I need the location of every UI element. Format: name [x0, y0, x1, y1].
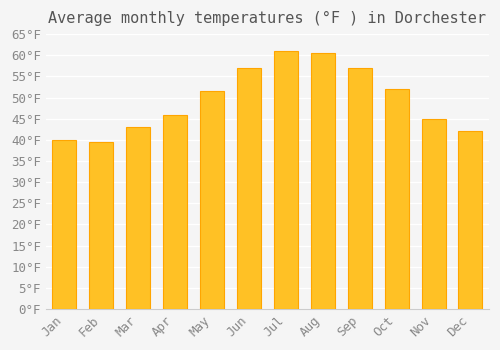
- Bar: [311, 53, 335, 309]
- Bar: [384, 89, 408, 309]
- Bar: [126, 127, 150, 309]
- Bar: [422, 119, 446, 309]
- Bar: [52, 140, 76, 309]
- Bar: [348, 68, 372, 309]
- Bar: [200, 91, 224, 309]
- Bar: [237, 68, 261, 309]
- Title: Average monthly temperatures (°F ) in Dorchester: Average monthly temperatures (°F ) in Do…: [48, 11, 486, 26]
- Bar: [163, 114, 187, 309]
- Bar: [458, 132, 482, 309]
- Bar: [90, 142, 114, 309]
- Bar: [274, 51, 298, 309]
